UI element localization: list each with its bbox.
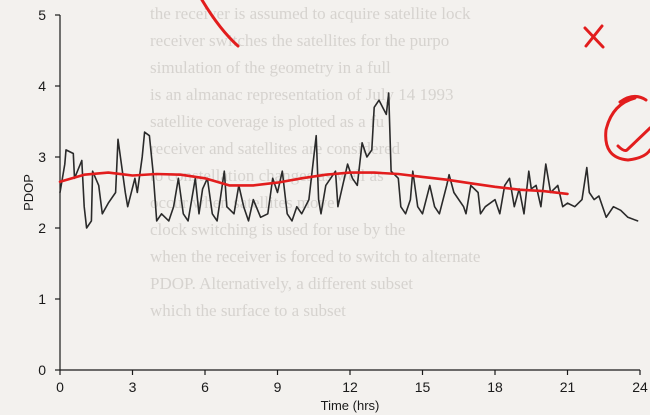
background-text-line: which the surface to a subset xyxy=(150,301,346,320)
x-tick-label: 15 xyxy=(415,379,431,395)
y-tick-label: 5 xyxy=(38,7,46,23)
annotation-check-circle xyxy=(604,96,650,162)
background-text-line: when the receiver is forced to switch to… xyxy=(150,247,481,266)
x-axis-label: Time (hrs) xyxy=(321,398,380,413)
background-text-line: satellite coverage is plotted as a fu xyxy=(150,112,385,131)
annotation-stroke xyxy=(200,0,240,48)
x-tick-label: 3 xyxy=(129,379,137,395)
x-tick-label: 24 xyxy=(632,379,648,395)
y-tick-label: 1 xyxy=(38,291,46,307)
y-tick-label: 2 xyxy=(38,220,46,236)
annotation-x-mark xyxy=(583,24,605,49)
background-text-line: PDOP. Alternatively, a different subset xyxy=(150,274,413,293)
x-tick-label: 9 xyxy=(274,379,282,395)
series-group xyxy=(58,92,639,229)
background-text-line: receiver and satellites are considered xyxy=(150,139,401,158)
x-tick-label: 6 xyxy=(201,379,209,395)
background-text-line: the receiver is assumed to acquire satel… xyxy=(150,4,471,23)
background-text-line: receiver switches the satellites for the… xyxy=(150,31,450,50)
trend-annotation-line xyxy=(58,171,569,196)
background-text-line: simulation of the geometry in a full xyxy=(150,58,391,77)
x-tick-label: 0 xyxy=(56,379,64,395)
x-tick-label: 18 xyxy=(487,379,503,395)
background-text-line: clock switching is used for use by the xyxy=(150,220,406,239)
background-text-line: is an almanac representation of July 14 … xyxy=(150,85,454,104)
annotation-scribble xyxy=(618,95,648,104)
y-tick-label: 0 xyxy=(38,362,46,378)
y-tick-label: 4 xyxy=(38,78,46,94)
annotation-check-mark xyxy=(616,126,650,152)
pdop-series-line xyxy=(59,92,639,229)
x-tick-label: 12 xyxy=(342,379,358,395)
y-tick-label: 3 xyxy=(38,149,46,165)
x-tick-label: 21 xyxy=(560,379,576,395)
y-axis-label: PDOP xyxy=(21,174,36,211)
